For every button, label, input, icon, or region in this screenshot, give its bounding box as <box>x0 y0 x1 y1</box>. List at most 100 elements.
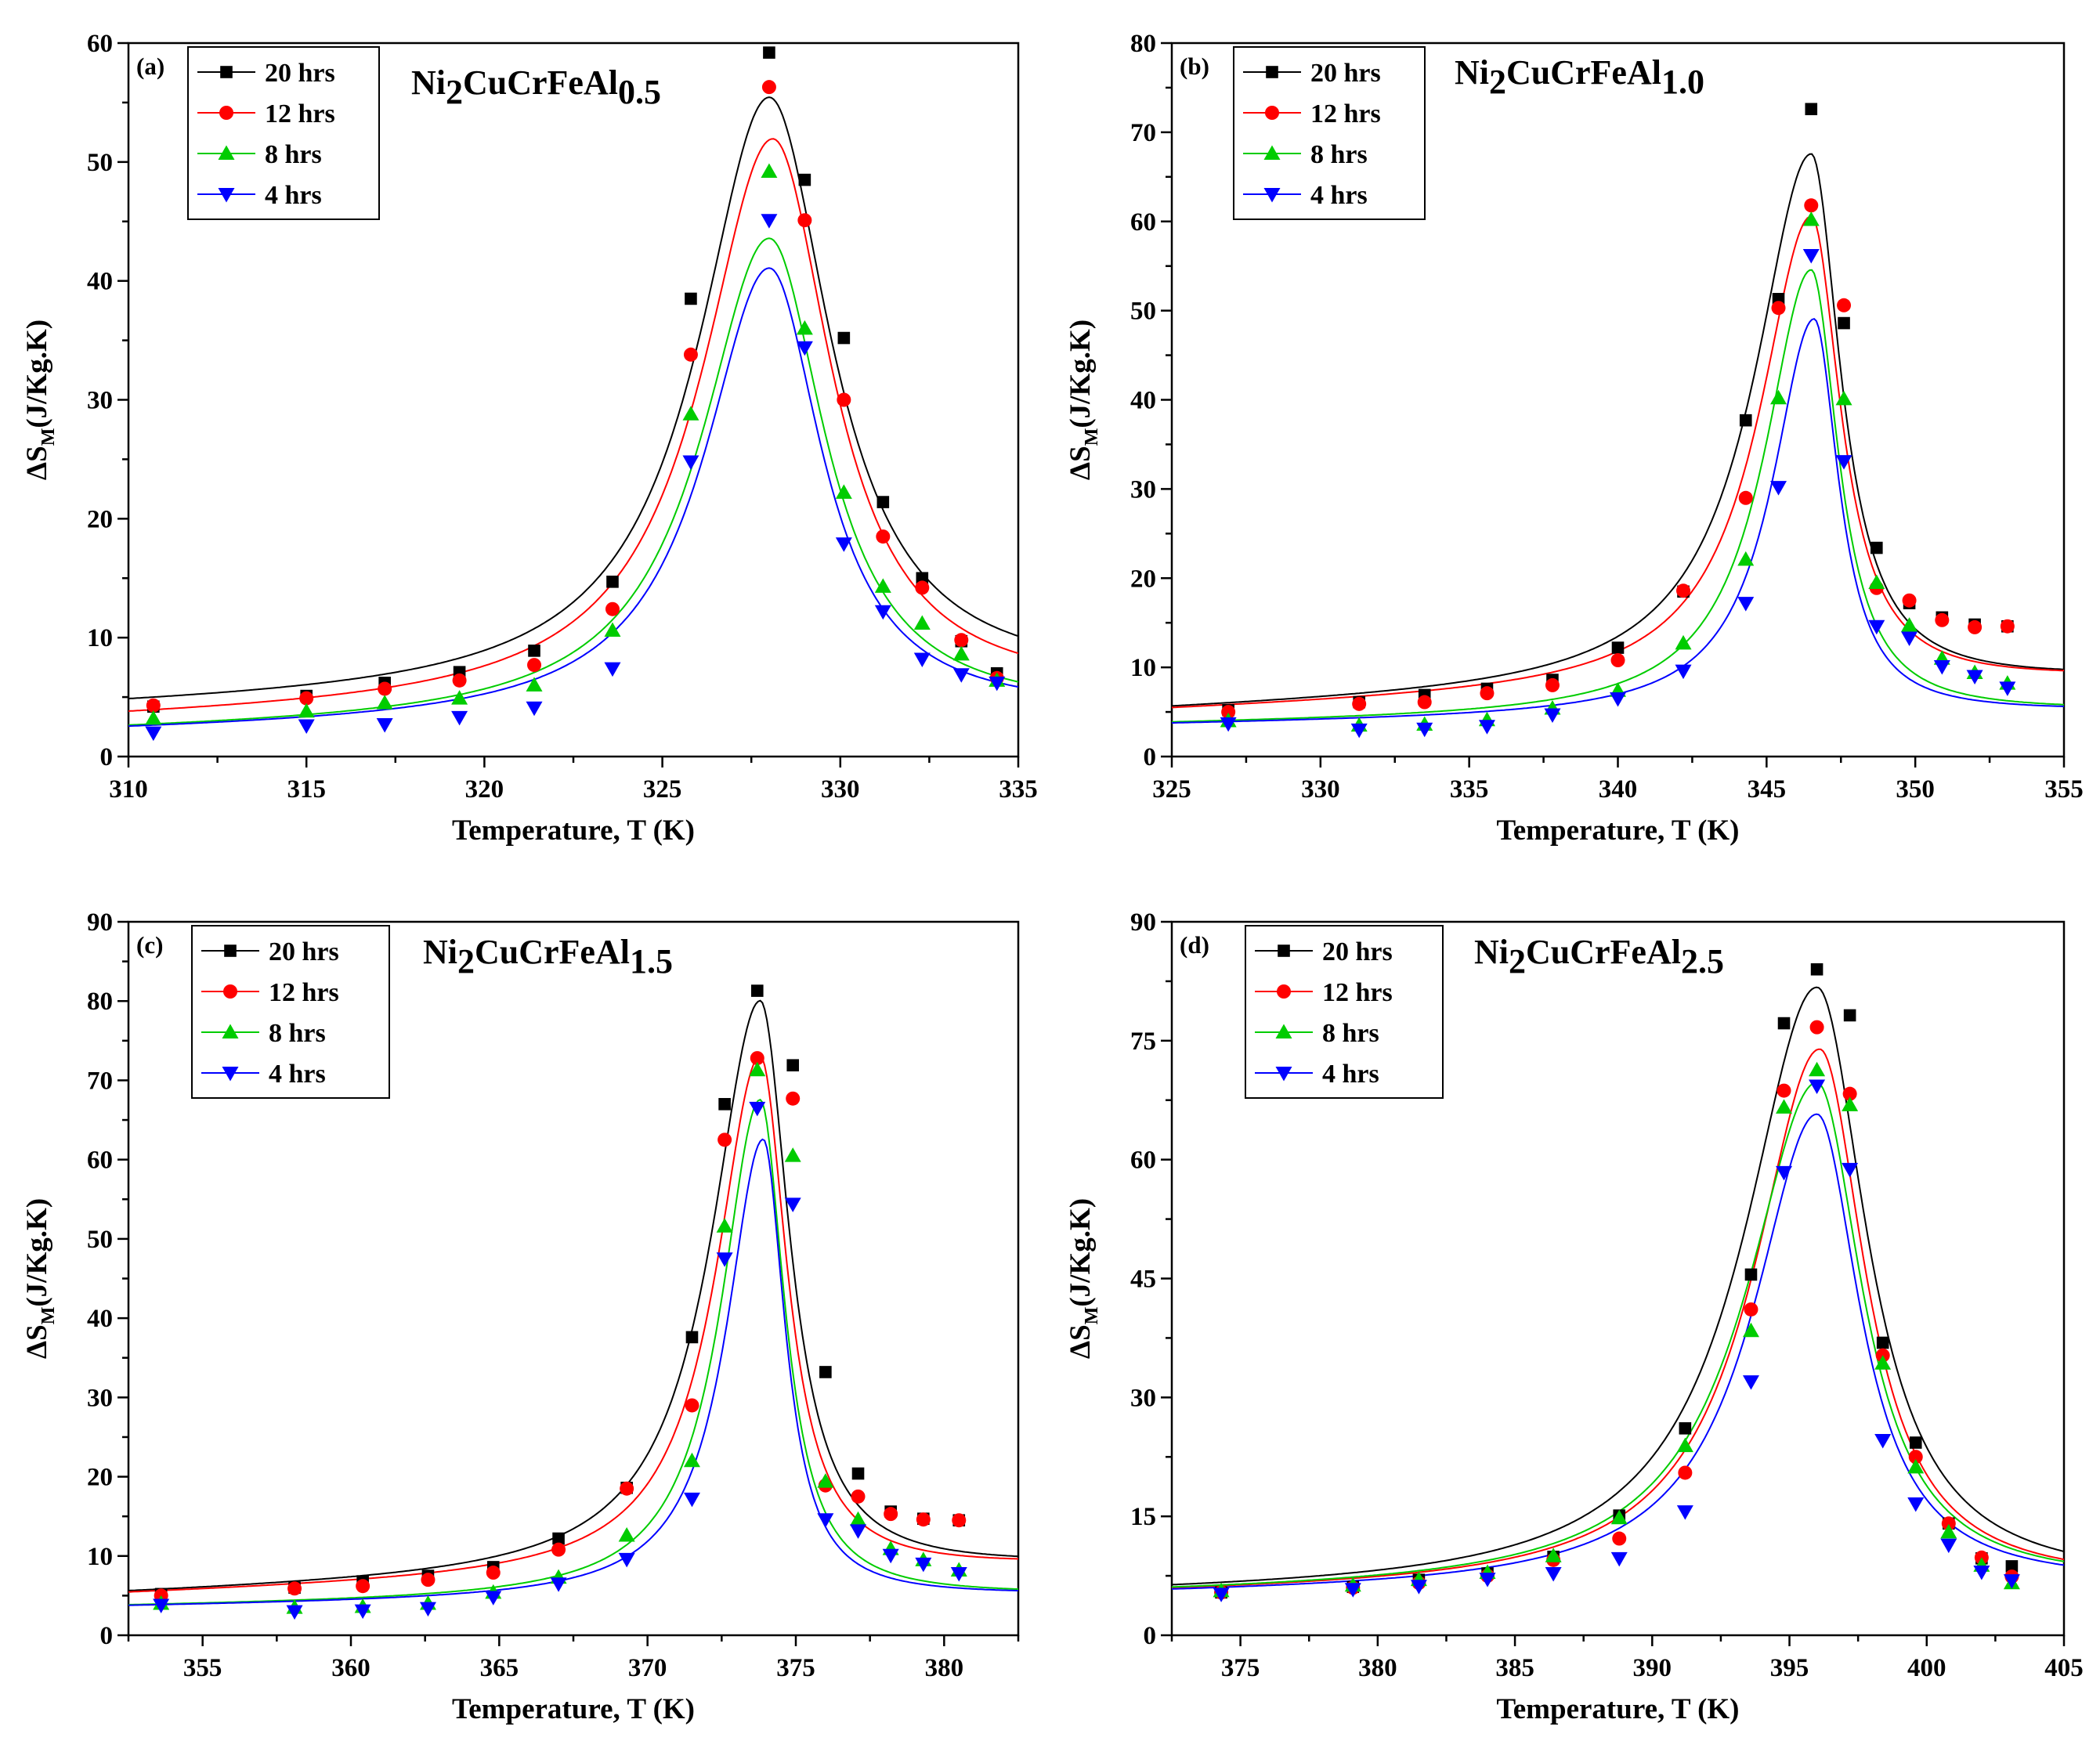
data-point <box>146 698 161 713</box>
data-point <box>718 1098 731 1111</box>
data-point <box>618 1552 635 1568</box>
x-tick-label: 340 <box>1599 775 1638 804</box>
data-point <box>1776 1099 1793 1114</box>
fit-curve-12-hrs <box>1172 1048 2064 1589</box>
legend: 20 hrs 12 hrs 8 hrs 4 hrs <box>191 925 390 1099</box>
data-points <box>1220 103 2016 739</box>
data-point <box>421 1573 436 1587</box>
y-tick-label: 40 <box>1130 387 1156 415</box>
data-point <box>299 691 314 706</box>
legend-marker <box>219 106 233 120</box>
data-point <box>1902 593 1917 608</box>
legend-label: 20 hrs <box>1322 937 1393 966</box>
legend-label: 4 hrs <box>265 181 322 210</box>
y-tick-label: 70 <box>87 1067 113 1095</box>
data-point <box>1738 490 1753 505</box>
y-tick-label: 0 <box>100 743 114 771</box>
data-point <box>763 46 775 59</box>
data-point <box>1835 455 1852 470</box>
data-point <box>354 1604 371 1620</box>
data-points <box>153 984 967 1620</box>
legend-marker <box>223 984 237 999</box>
data-point <box>796 341 813 356</box>
data-point <box>620 1481 634 1496</box>
data-point <box>1999 681 2016 696</box>
data-point <box>1809 1079 1826 1095</box>
legend-marker <box>218 188 235 203</box>
data-point <box>784 1197 801 1212</box>
panel-label: (c) <box>136 931 163 959</box>
data-point <box>786 1059 800 1072</box>
data-point <box>287 1581 302 1596</box>
data-point <box>1742 1322 1759 1338</box>
alloy-title-subscript: 1.5 <box>630 942 673 981</box>
x-tick-label: 370 <box>628 1654 667 1682</box>
data-point <box>1868 619 1885 635</box>
legend-marker <box>1275 1067 1292 1082</box>
data-point <box>356 1579 370 1594</box>
data-point <box>683 1452 700 1468</box>
data-point <box>1802 211 1820 226</box>
y-tick-label: 80 <box>1130 30 1156 58</box>
data-point <box>452 673 467 688</box>
alloy-title-subscript: 1.0 <box>1661 63 1704 101</box>
data-point <box>837 331 851 345</box>
data-point <box>1933 659 1950 675</box>
fit-curves <box>1172 153 2064 724</box>
fit-curve-20-hrs <box>128 96 1018 699</box>
data-point <box>550 1577 567 1592</box>
data-point <box>1805 103 1818 116</box>
fit-curve-8-hrs <box>128 237 1018 726</box>
data-point <box>851 1467 865 1480</box>
legend-marker <box>1265 106 1279 120</box>
data-point <box>1804 198 1819 213</box>
data-point <box>286 1605 303 1620</box>
legend-label: 12 hrs <box>1310 99 1381 128</box>
data-point <box>1935 612 1950 627</box>
data-point <box>874 578 891 593</box>
data-point <box>750 984 764 997</box>
x-tick-label: 335 <box>999 775 1038 804</box>
data-point <box>1739 414 1752 427</box>
data-point <box>1802 249 1820 264</box>
fit-curve-20-hrs <box>1172 153 2064 707</box>
data-point <box>952 668 970 683</box>
data-point <box>1737 551 1755 566</box>
fit-curve-4-hrs <box>128 1138 1018 1606</box>
alloy-title-subscript: 2 <box>1489 63 1506 101</box>
data-point <box>376 695 393 710</box>
legend-marker <box>220 66 233 78</box>
data-point <box>716 1218 733 1233</box>
data-point <box>1776 1165 1793 1181</box>
data-point <box>526 701 543 717</box>
data-point <box>551 1542 566 1557</box>
data-point <box>1908 1450 1923 1465</box>
y-tick-label: 50 <box>87 1226 113 1254</box>
data-point <box>717 1132 732 1147</box>
data-point <box>913 652 931 667</box>
y-tick-label: 50 <box>87 149 113 177</box>
x-tick-label: 395 <box>1770 1654 1809 1682</box>
y-axis-label: ΔSM(J/Kg.K) <box>21 320 59 480</box>
x-tick-label: 390 <box>1633 1654 1672 1682</box>
data-point <box>1843 1009 1856 1022</box>
data-point <box>874 605 891 620</box>
y-tick-label: 0 <box>1144 1622 1157 1650</box>
data-point <box>1213 1587 1230 1602</box>
data-point <box>1676 1437 1693 1453</box>
fit-curve-20-hrs <box>1172 986 2064 1586</box>
legend-label: 8 hrs <box>269 1019 326 1048</box>
y-tick-label: 45 <box>1130 1266 1156 1294</box>
panel-3: 375 380 385 390 395 400 405 0 15 30 45 60 75 90 Temper… <box>1064 908 2084 1725</box>
data-point <box>1837 298 1852 312</box>
data-point <box>1770 389 1787 405</box>
data-point <box>1838 316 1850 330</box>
legend-marker <box>1278 945 1290 957</box>
panel-label: (a) <box>136 52 164 80</box>
panel-2: 355 360 365 370 375 380 0 10 20 30 40 50 60 70 80 90 Tem… <box>21 908 1020 1725</box>
data-point <box>835 537 852 552</box>
y-tick-label: 90 <box>87 908 113 937</box>
data-point <box>1610 1551 1628 1567</box>
data-point <box>1777 1083 1791 1098</box>
